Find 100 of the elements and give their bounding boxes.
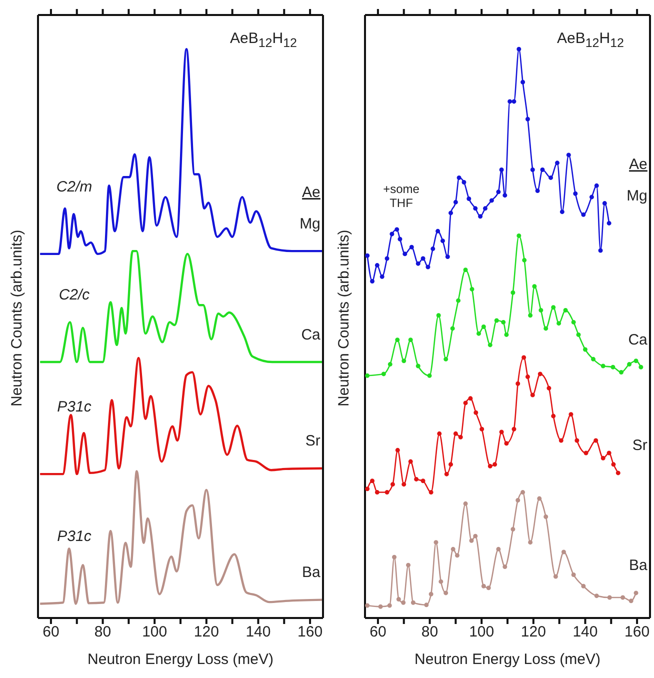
point (600, 456, 606, 460)
point (628, 598, 634, 604)
point (548, 175, 554, 180)
point (430, 246, 436, 252)
point (384, 256, 390, 261)
point (473, 206, 478, 211)
annotation: P31c (57, 398, 92, 416)
point (453, 431, 458, 436)
point (444, 472, 449, 476)
point (488, 342, 492, 348)
point (409, 244, 414, 250)
point (476, 331, 481, 336)
x-tick-label: 160 (624, 624, 650, 641)
point (525, 374, 530, 380)
point (428, 490, 434, 495)
series-label: Ca (301, 326, 322, 344)
point (436, 228, 440, 234)
point (544, 514, 548, 519)
point (436, 313, 441, 318)
point (504, 441, 509, 446)
point (463, 501, 468, 506)
chart-title: AeB$_{12}$H$_{12}$ (556, 30, 624, 50)
point (553, 574, 558, 579)
x-tick-label: 160 (298, 624, 323, 641)
point (454, 553, 460, 558)
point (396, 596, 401, 602)
point (602, 201, 607, 206)
y-axis-title: Neutron Counts (arb.units) (335, 230, 352, 406)
point (453, 200, 458, 204)
point (560, 210, 564, 214)
point (620, 595, 626, 600)
point (516, 46, 522, 52)
point (571, 572, 576, 578)
point (568, 412, 574, 417)
point (450, 326, 455, 331)
x-tick-label: 140 (246, 624, 271, 641)
point (502, 193, 508, 198)
point (540, 167, 545, 172)
point (574, 438, 580, 443)
point (489, 198, 494, 203)
point (468, 396, 473, 401)
point (581, 212, 586, 217)
point (440, 238, 445, 244)
point (530, 167, 535, 172)
series-label: Sr (632, 437, 648, 454)
x-tick-label: 80 (421, 624, 438, 641)
point (504, 332, 509, 337)
point (611, 462, 616, 467)
annotation: +some THF (383, 182, 420, 210)
series-label: Ca (628, 331, 648, 348)
point (535, 188, 540, 194)
x-tick-label: 60 (370, 624, 386, 641)
point (474, 410, 478, 415)
point (395, 338, 400, 342)
legend-title: Ae (629, 156, 648, 174)
point (365, 253, 370, 258)
series-label: Mg (300, 215, 320, 232)
point (582, 347, 588, 352)
point (581, 584, 586, 588)
point (410, 600, 416, 605)
point (469, 538, 474, 543)
point (589, 194, 594, 200)
point (390, 232, 394, 236)
point (499, 430, 504, 434)
annotation: P31c (57, 528, 92, 546)
point (538, 372, 542, 376)
point (561, 550, 566, 554)
point (424, 602, 429, 608)
point (598, 248, 603, 253)
point (481, 324, 486, 329)
point (563, 308, 568, 312)
point (444, 356, 448, 362)
point (520, 80, 526, 84)
point (395, 448, 400, 452)
point (370, 278, 375, 284)
point (510, 527, 516, 532)
point (428, 592, 434, 596)
point (528, 540, 533, 545)
point (512, 99, 516, 104)
point (508, 99, 512, 104)
point (365, 373, 370, 378)
point (370, 478, 375, 484)
point (444, 590, 448, 596)
point (606, 220, 612, 226)
point (499, 167, 504, 172)
point (426, 264, 430, 270)
point (416, 364, 420, 368)
point (402, 482, 406, 487)
point (537, 496, 542, 501)
point (594, 438, 598, 443)
point (502, 564, 508, 570)
x-tick-label: 100 (142, 624, 168, 641)
point (456, 298, 461, 303)
point (380, 274, 384, 279)
point (558, 438, 564, 443)
point (482, 206, 488, 211)
point (365, 486, 370, 492)
x-tick-label: 120 (194, 624, 219, 641)
y-axis-title: Neutron Counts (arb.units) (8, 230, 26, 406)
series-label: Ba (629, 557, 648, 574)
